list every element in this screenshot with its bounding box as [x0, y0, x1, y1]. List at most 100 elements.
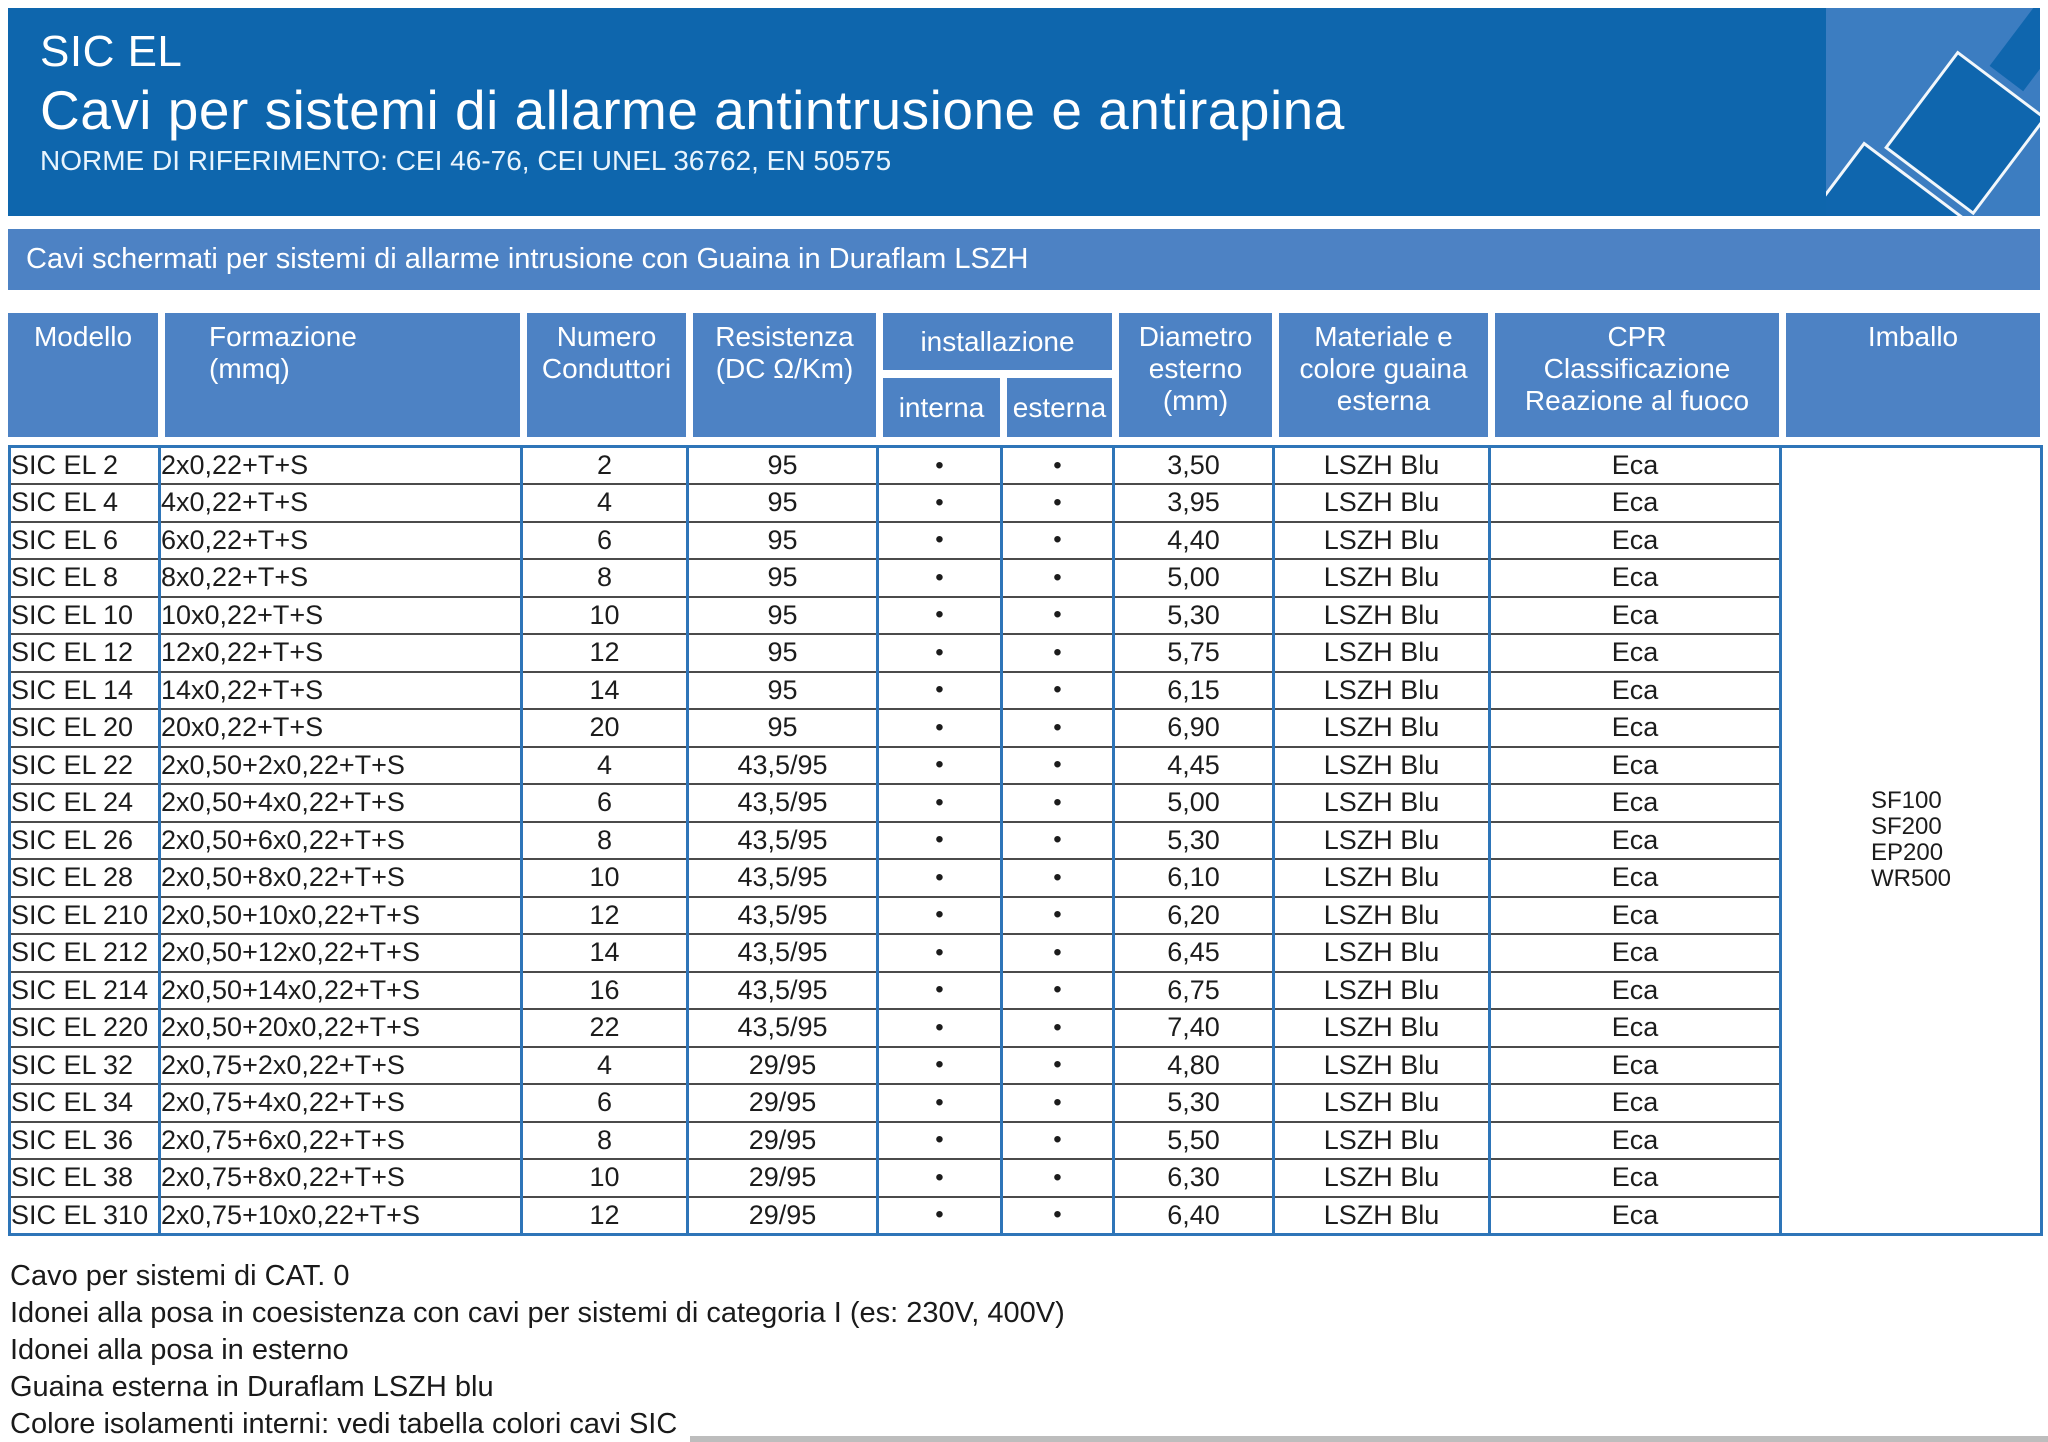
table-row: SIC EL 220 2x0,50+20x0,22+T+S 22 43,5/95 • • 7…: [9, 1008, 2042, 1047]
cell-sheath: LSZH Blu: [1272, 820, 1490, 859]
cell-interna: •: [876, 520, 1002, 559]
cell-diameter: 4,80: [1112, 1045, 1274, 1084]
cell-sheath: LSZH Blu: [1272, 670, 1490, 709]
col-header-interna: interna: [883, 378, 1000, 437]
cell-interna: •: [876, 1158, 1002, 1197]
cell-formation: 2x0,75+4x0,22+T+S: [158, 1083, 522, 1122]
cell-diameter: 6,15: [1112, 670, 1274, 709]
cell-interna: •: [876, 858, 1002, 897]
header-banner: SIC EL Cavi per sistemi di allarme antin…: [8, 8, 2040, 216]
cell-interna: •: [876, 708, 1002, 747]
cell-esterna: •: [1000, 783, 1114, 822]
cell-resistance: 95: [686, 595, 878, 634]
col-header-installazione-group: installazione interna esterna: [876, 313, 1112, 437]
cell-esterna: •: [1000, 858, 1114, 897]
cell-resistance: 95: [686, 708, 878, 747]
table-header: Modello Formazione (mmq) Numero Condutto…: [8, 313, 2040, 437]
cell-resistance: 43,5/95: [686, 820, 878, 859]
cell-diameter: 5,30: [1112, 595, 1274, 634]
table-row: SIC EL 38 2x0,75+8x0,22+T+S 10 29/95 • • 6,30 L…: [9, 1158, 2042, 1197]
cell-diameter: 5,30: [1112, 1083, 1274, 1122]
reference-norms: NORME DI RIFERIMENTO: CEI 46-76, CEI UNE…: [40, 145, 892, 176]
imballo-value: EP200: [1870, 839, 1944, 867]
table-row: SIC EL 4 4x0,22+T+S 4 95 • • 3,95 LSZH Blu Eca: [9, 483, 2042, 522]
cell-interna: •: [876, 595, 1002, 634]
cell-cpr: Eca: [1488, 895, 1781, 934]
cell-formation: 2x0,75+10x0,22+T+S: [158, 1195, 522, 1234]
cell-model: SIC EL 212: [9, 933, 160, 972]
cell-formation: 2x0,75+2x0,22+T+S: [158, 1045, 522, 1084]
cell-model: SIC EL 2: [11, 450, 119, 480]
cell-conductors: 22: [520, 1008, 688, 1047]
cell-resistance: 43,5/95: [686, 783, 878, 822]
cell-conductors: 4: [520, 1045, 688, 1084]
cell-conductors: 12: [520, 895, 688, 934]
table-row: SIC EL 8 8x0,22+T+S 8 95 • • 5,00 LSZH Blu Eca: [9, 558, 2042, 597]
cell-interna: •: [876, 1195, 1002, 1234]
cell-model: SIC EL 214: [9, 970, 160, 1009]
cell-esterna: •: [1000, 670, 1114, 709]
col-header-materiale: Materiale e colore guaina esterna: [1272, 313, 1488, 437]
cell-conductors: 4: [520, 483, 688, 522]
cell-formation: 2x0,50+8x0,22+T+S: [158, 858, 522, 897]
header-gap: [883, 370, 1112, 378]
cell-esterna: •: [1000, 483, 1114, 522]
cell-model: SIC EL 22: [9, 745, 160, 784]
cell-cpr: Eca: [1488, 970, 1781, 1009]
cell-model: SIC EL 34: [9, 1083, 160, 1122]
section-banner-text: Cavi schermati per sistemi di allarme in…: [26, 243, 1029, 275]
col-header-modello: Modello: [8, 313, 158, 437]
cell-model: SIC EL 28: [9, 858, 160, 897]
cell-interna: •: [876, 820, 1002, 859]
cell-formation: 2x0,22+T+S: [158, 446, 522, 484]
cell-cpr: Eca: [1488, 783, 1781, 822]
cell-diameter: 3,95: [1112, 483, 1274, 522]
cell-model: SIC EL 36: [9, 1120, 160, 1159]
table-row: SIC EL 214 2x0,50+14x0,22+T+S 16 43,5/95 • • 6…: [9, 970, 2042, 1009]
header-text: SIC EL Cavi per sistemi di allarme antin…: [40, 26, 1345, 180]
cell-model: SIC EL 6: [9, 520, 160, 559]
col-header-resistenza: Resistenza (DC Ω/Km): [686, 313, 876, 437]
footer-notes: Cavo per sistemi di CAT. 0 Idonei alla p…: [10, 1258, 2010, 1442]
cell-sheath: LSZH Blu: [1272, 895, 1490, 934]
cell-esterna: •: [1000, 446, 1114, 484]
note-line: Idonei alla posa in coesistenza con cavi…: [10, 1297, 1065, 1329]
cell-sheath: LSZH Blu: [1272, 520, 1490, 559]
cell-diameter: 7,40: [1112, 1008, 1274, 1047]
cell-cpr: Eca: [1488, 820, 1781, 859]
cell-cpr: Eca: [1488, 558, 1781, 597]
cell-diameter: 6,75: [1112, 970, 1274, 1009]
cell-esterna: •: [1000, 520, 1114, 559]
cell-diameter: 5,30: [1112, 820, 1274, 859]
cell-sheath: LSZH Blu: [1272, 1120, 1490, 1159]
cell-resistance: 29/95: [686, 1083, 878, 1122]
cable-table: SIC EL 2 2x0,22+T+S 2 95 • • 3,50 LSZH Blu Eca SF…: [8, 445, 2043, 1236]
note-line: Cavo per sistemi di CAT. 0: [10, 1260, 350, 1292]
cell-formation: 2x0,50+10x0,22+T+S: [158, 895, 522, 934]
cell-diameter: 4,45: [1112, 745, 1274, 784]
cell-formation: 2x0,50+20x0,22+T+S: [158, 1008, 522, 1047]
cell-model: SIC EL 210: [9, 895, 160, 934]
cell-interna: •: [876, 1083, 1002, 1122]
cell-conductors: 6: [520, 783, 688, 822]
page-title: Cavi per sistemi di allarme antintrusion…: [40, 79, 1345, 141]
cell-resistance: 29/95: [686, 1120, 878, 1159]
table-row: SIC EL 6 6x0,22+T+S 6 95 • • 4,40 LSZH Blu Eca: [9, 520, 2042, 559]
cell-formation: 2x0,50+6x0,22+T+S: [158, 820, 522, 859]
cell-interna: •: [876, 483, 1002, 522]
cell-sheath: LSZH Blu: [1272, 595, 1490, 634]
cell-formation: 20x0,22+T+S: [158, 708, 522, 747]
cell-conductors: 10: [520, 858, 688, 897]
cell-cpr: Eca: [1488, 1195, 1781, 1234]
cell-interna: •: [876, 446, 1002, 484]
cell-formation: 4x0,22+T+S: [158, 483, 522, 522]
cell-formation: 12x0,22+T+S: [158, 633, 522, 672]
cell-esterna: •: [1000, 1045, 1114, 1084]
cell-model: SIC EL 4: [9, 483, 160, 522]
cell-interna: •: [876, 1045, 1002, 1084]
cell-resistance: 43,5/95: [686, 858, 878, 897]
cell-sheath: LSZH Blu: [1272, 633, 1490, 672]
cell-formation: 2x0,50+12x0,22+T+S: [158, 933, 522, 972]
cell-conductors: 14: [520, 670, 688, 709]
cell-cpr: Eca: [1488, 1083, 1781, 1122]
